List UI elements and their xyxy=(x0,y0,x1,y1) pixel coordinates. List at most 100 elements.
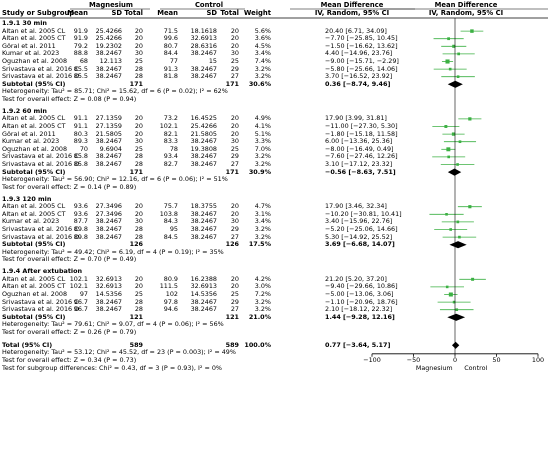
ctrl-sd: 21.5805 xyxy=(190,129,217,138)
favours-magnesium-label: Magnesium xyxy=(415,363,453,372)
subtotal-md: −0.56 [−8.63, 7.51] xyxy=(325,167,396,176)
study-name: Altan et al. 2005 CT xyxy=(2,209,66,218)
heterogeneity-text: Heterogeneity: Tau² = 56.90; Chi² = 12.1… xyxy=(2,175,228,184)
overall-effect-text: Test for overall effect: Z = 0.26 (P = 0… xyxy=(2,328,137,336)
total-label: Total (95% CI) xyxy=(2,340,53,349)
overall-effect-text: Test for overall effect: Z = 0.14 (P = 0… xyxy=(2,182,137,191)
ctrl-total: 20 xyxy=(230,202,239,211)
ctrl-sd: 32.6913 xyxy=(190,34,217,43)
weight: 3.1% xyxy=(254,209,271,218)
subtotal-ctrl-total: 121 xyxy=(225,312,239,321)
heterogeneity-text: Heterogeneity: Tau² = 49.42; Chi² = 6.19… xyxy=(2,247,224,256)
ctrl-total: 29 xyxy=(230,152,239,161)
weight: 3.4% xyxy=(254,49,271,58)
ctrl-sd: 25.4266 xyxy=(190,122,217,130)
mean-difference-ci: 5.30 [−14.92, 25.52] xyxy=(325,232,393,241)
ctrl-total: 20 xyxy=(230,274,239,283)
subtotal-mg-total: 171 xyxy=(129,167,143,176)
mean-difference-header: Mean Difference xyxy=(320,1,384,9)
mg-mean: 85.5 xyxy=(73,64,88,73)
mg-total: 20 xyxy=(134,282,143,291)
ctrl-sd: 18.1618 xyxy=(190,26,217,35)
mg-sd: 27.3496 xyxy=(95,202,122,211)
mean-difference-ci: 4.40 [−14.96, 23.76] xyxy=(325,49,393,58)
ctrl-sd: 16.4525 xyxy=(190,114,217,123)
subtotal-label: Subtotal (95% CI) xyxy=(2,312,66,321)
ctrl-mean: 84.3 xyxy=(163,217,178,226)
mg-total: 20 xyxy=(134,122,143,130)
weight: 3.2% xyxy=(254,297,271,306)
ctrl-mean: 102.1 xyxy=(159,122,178,130)
ctrl-mean: 77 xyxy=(169,57,178,65)
mg-total: 28 xyxy=(134,232,143,241)
study-name: Srivastava et al. 2016 D xyxy=(2,305,80,314)
mg-total: 20 xyxy=(134,274,143,283)
study-name: Altan et al. 2005 CL xyxy=(2,274,66,283)
ctrl-total: 29 xyxy=(230,64,239,73)
mg-total: 20 xyxy=(134,41,143,50)
subtotal-ctrl-total: 171 xyxy=(225,79,239,88)
study-name: Kumar et al. 2023 xyxy=(2,49,60,58)
mg-total: 28 xyxy=(134,297,143,306)
mg-mean: 89.3 xyxy=(73,137,88,146)
tick-label: −100 xyxy=(363,355,381,364)
study-name: Oguzhan et al. 2008 xyxy=(2,144,68,153)
ctrl-mean: 80.7 xyxy=(163,41,178,50)
mean-difference-ci: 3.70 [−16.52, 23.92] xyxy=(325,72,393,81)
mean-difference-ci: −1.50 [−16.62, 13.62] xyxy=(325,41,398,50)
ctrl-sd: 38.2467 xyxy=(190,217,217,226)
ctrl-mean: 93.4 xyxy=(163,152,178,161)
mean-difference-ci: −10.20 [−30.81, 10.41] xyxy=(325,209,402,218)
mean-difference-ci: −5.20 [−25.06, 14.66] xyxy=(325,225,398,233)
mg-mean: 91.1 xyxy=(73,114,88,123)
weight: 3.2% xyxy=(254,225,271,233)
mg-mean: 87.7 xyxy=(73,217,88,226)
mean-difference-ci: −5.00 [−13.06, 3.06] xyxy=(325,290,394,298)
mg-total: 28 xyxy=(134,225,143,233)
study-name: Göral et al. 2011 xyxy=(2,41,56,50)
mean-difference-ci: 17.90 [3.46, 32.34] xyxy=(325,202,387,211)
mg-total: 20 xyxy=(134,129,143,138)
ctrl-total: 30 xyxy=(230,137,239,146)
effect-point xyxy=(458,140,462,144)
ctrl-mean: 84.5 xyxy=(163,232,178,241)
mg-total: 25 xyxy=(134,290,143,298)
mg-mean: 70 xyxy=(79,144,88,153)
ctrl-sd: 18.3755 xyxy=(190,202,217,211)
effect-point xyxy=(468,205,472,209)
weight: 4.9% xyxy=(254,114,271,123)
subgroup-title: 1.9.3 120 min xyxy=(2,194,52,203)
subtotal-label: Subtotal (95% CI) xyxy=(2,240,66,249)
mg-mean: 80.3 xyxy=(73,129,88,138)
ctrl-sd: 15 xyxy=(208,57,217,65)
ctrl-mean: 73.2 xyxy=(163,114,178,123)
overall-effect-text: Test for overall effect: Z = 0.08 (P = 0… xyxy=(2,95,137,103)
mg-mean: 79.2 xyxy=(73,41,88,50)
study-name: Srivastava et al. 2016 D xyxy=(2,232,80,241)
mean-difference-ci: −5.80 [−25.66, 14.06] xyxy=(325,64,398,73)
mg-mean: 96.7 xyxy=(73,305,88,314)
subtotal-diamond xyxy=(447,168,462,176)
effect-point xyxy=(449,228,452,231)
ctrl-sd: 38.2467 xyxy=(190,137,217,146)
ctrl-total: 27 xyxy=(230,232,239,241)
ctrl-total: 20 xyxy=(230,122,239,130)
mg-sd: 38.2467 xyxy=(95,232,122,241)
ctrl-mean: 103.8 xyxy=(159,209,178,218)
effect-point xyxy=(447,155,451,159)
study-name: Altan et al. 2005 CL xyxy=(2,26,66,35)
ctrl-sd: 19.3808 xyxy=(190,144,217,153)
mg-mean: 85.5 xyxy=(73,72,88,81)
ctrl-total: 20 xyxy=(230,129,239,138)
mg-sd: 21.5805 xyxy=(95,129,122,138)
ctrl-total: 27 xyxy=(230,72,239,81)
ctrl-total: 20 xyxy=(230,34,239,43)
study-name: Srivastava et al. 2016 C xyxy=(2,152,79,161)
weight: 5.6% xyxy=(254,26,271,35)
weight: 3.2% xyxy=(254,152,271,161)
ctrl-total: 20 xyxy=(230,282,239,291)
mean-difference-ci: −11.00 [−27.30, 5.30] xyxy=(325,122,398,130)
mean-difference-ci: −7.70 [−25.85, 10.45] xyxy=(325,34,398,43)
ctrl-sd: 38.2467 xyxy=(190,49,217,58)
mg-total: 20 xyxy=(134,26,143,35)
